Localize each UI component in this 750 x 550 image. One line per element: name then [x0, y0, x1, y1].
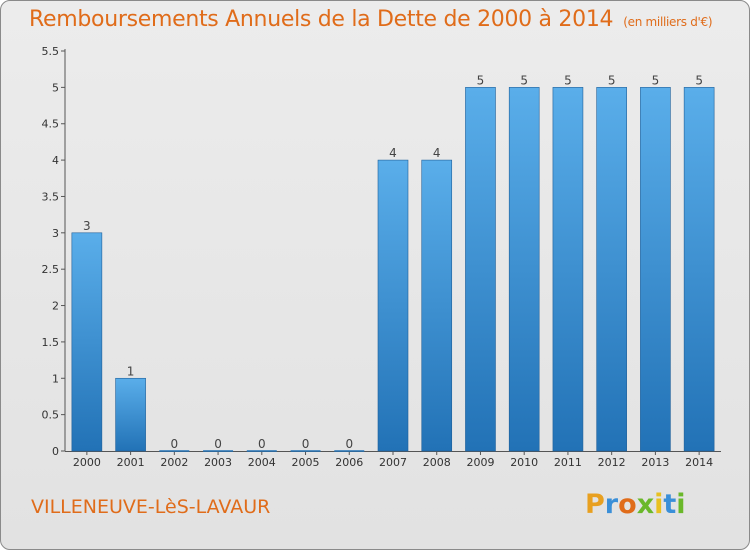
bar	[508, 87, 540, 452]
x-tick-label: 2007	[379, 456, 407, 469]
y-tick-label: 4.5	[42, 118, 60, 131]
data-label: 5	[695, 73, 703, 87]
bar	[465, 87, 496, 452]
proxiti-logo: Proxiti	[585, 489, 686, 520]
data-label: 4	[389, 146, 397, 160]
y-tick-label: 3	[52, 227, 59, 240]
x-tick-label: 2002	[160, 456, 188, 469]
logo-letter: x	[636, 489, 655, 520]
x-tick-label: 2004	[248, 456, 276, 469]
logo-letter: o	[618, 489, 637, 520]
y-tick-label: 3.5	[42, 190, 60, 203]
x-tick-label: 2014	[685, 456, 713, 469]
chart-title: Remboursements Annuels de la Dette de 20…	[29, 7, 614, 32]
y-tick-label: 1.5	[42, 336, 60, 349]
x-tick-label: 2012	[598, 456, 626, 469]
y-tick-label: 1	[52, 372, 59, 385]
data-label: 5	[652, 73, 660, 87]
data-label: 5	[608, 73, 616, 87]
data-label: 0	[258, 437, 266, 451]
logo-letter: P	[585, 489, 605, 520]
x-tick-label: 2008	[423, 456, 451, 469]
chart-title-block: Remboursements Annuels de la Dette de 20…	[29, 7, 713, 32]
bar	[115, 377, 146, 452]
chart-unit: (en milliers d'€)	[623, 15, 713, 29]
y-tick-label: 4	[52, 154, 59, 167]
data-label: 5	[477, 73, 485, 87]
data-label: 1	[127, 364, 135, 378]
logo-letter: t	[663, 489, 677, 520]
y-tick-label: 2.5	[42, 263, 60, 276]
data-label: 5	[564, 73, 572, 87]
city-name: VILLENEUVE-LèS-LAVAUR	[31, 496, 271, 518]
x-tick-label: 2000	[73, 456, 101, 469]
logo-letter: i	[654, 489, 664, 520]
logo-letter: i	[676, 489, 686, 520]
x-tick-label: 2006	[335, 456, 363, 469]
x-tick-label: 2011	[554, 456, 582, 469]
data-label: 0	[171, 437, 179, 451]
data-label: 0	[345, 437, 353, 451]
x-tick-label: 2001	[117, 456, 145, 469]
x-tick-label: 2010	[510, 456, 538, 469]
y-tick-label: 5.5	[42, 45, 60, 58]
y-tick-label: 0	[52, 445, 59, 458]
data-label: 3	[83, 219, 91, 233]
data-label: 0	[302, 437, 310, 451]
data-label: 5	[520, 73, 528, 87]
logo-letter: r	[604, 489, 619, 520]
y-tick-label: 2	[52, 300, 59, 313]
bar	[71, 232, 103, 452]
bar	[596, 87, 627, 452]
bar	[552, 87, 584, 452]
bar	[421, 159, 453, 452]
y-tick-label: 5	[52, 81, 59, 94]
x-tick-label: 2003	[204, 456, 232, 469]
x-tick-label: 2005	[292, 456, 320, 469]
data-label: 0	[214, 437, 222, 451]
x-tick-label: 2009	[466, 456, 494, 469]
bar	[683, 87, 715, 452]
y-tick-label: 0.5	[42, 409, 60, 422]
bar	[377, 159, 409, 452]
data-label: 4	[433, 146, 441, 160]
bar	[640, 87, 671, 452]
x-tick-label: 2013	[641, 456, 669, 469]
